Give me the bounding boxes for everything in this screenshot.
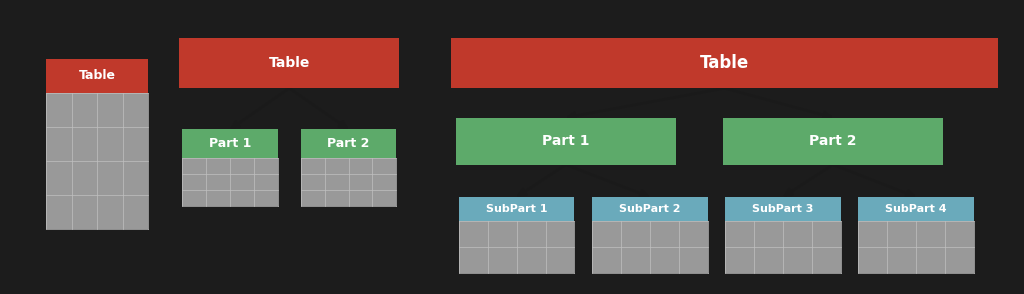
Bar	[301, 129, 396, 158]
Bar	[182, 129, 278, 158]
Bar	[858, 221, 974, 273]
Bar	[301, 158, 396, 206]
Bar	[592, 221, 708, 273]
Bar	[46, 93, 148, 229]
Text: Part 2: Part 2	[809, 134, 857, 148]
Bar	[858, 197, 974, 221]
Bar	[456, 118, 676, 165]
Bar	[46, 59, 148, 93]
Bar	[725, 221, 841, 273]
Bar	[182, 158, 278, 206]
Text: SubPart 3: SubPart 3	[753, 204, 813, 214]
Text: Table: Table	[79, 69, 116, 82]
Text: SubPart 1: SubPart 1	[485, 204, 548, 214]
Text: Table: Table	[268, 56, 310, 70]
Text: Part 2: Part 2	[328, 137, 370, 151]
Text: Part 1: Part 1	[209, 137, 251, 151]
Text: SubPart 2: SubPart 2	[618, 204, 681, 214]
Bar	[725, 197, 841, 221]
Bar	[179, 38, 399, 88]
Text: Table: Table	[699, 54, 750, 72]
Bar	[451, 38, 998, 88]
Bar	[459, 221, 574, 273]
Text: SubPart 4: SubPart 4	[885, 204, 947, 214]
Bar	[723, 118, 943, 165]
Bar	[592, 197, 708, 221]
Bar	[459, 197, 574, 221]
Text: Part 1: Part 1	[542, 134, 590, 148]
